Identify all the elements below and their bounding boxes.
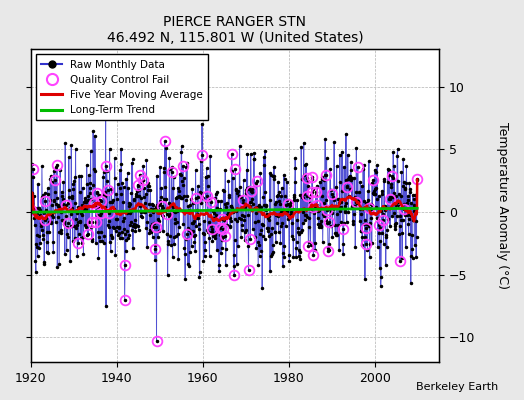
- Y-axis label: Temperature Anomaly (°C): Temperature Anomaly (°C): [496, 122, 509, 289]
- Title: PIERCE RANGER STN
46.492 N, 115.801 W (United States): PIERCE RANGER STN 46.492 N, 115.801 W (U…: [106, 15, 363, 45]
- Legend: Raw Monthly Data, Quality Control Fail, Five Year Moving Average, Long-Term Tren: Raw Monthly Data, Quality Control Fail, …: [36, 54, 209, 120]
- Text: Berkeley Earth: Berkeley Earth: [416, 382, 498, 392]
